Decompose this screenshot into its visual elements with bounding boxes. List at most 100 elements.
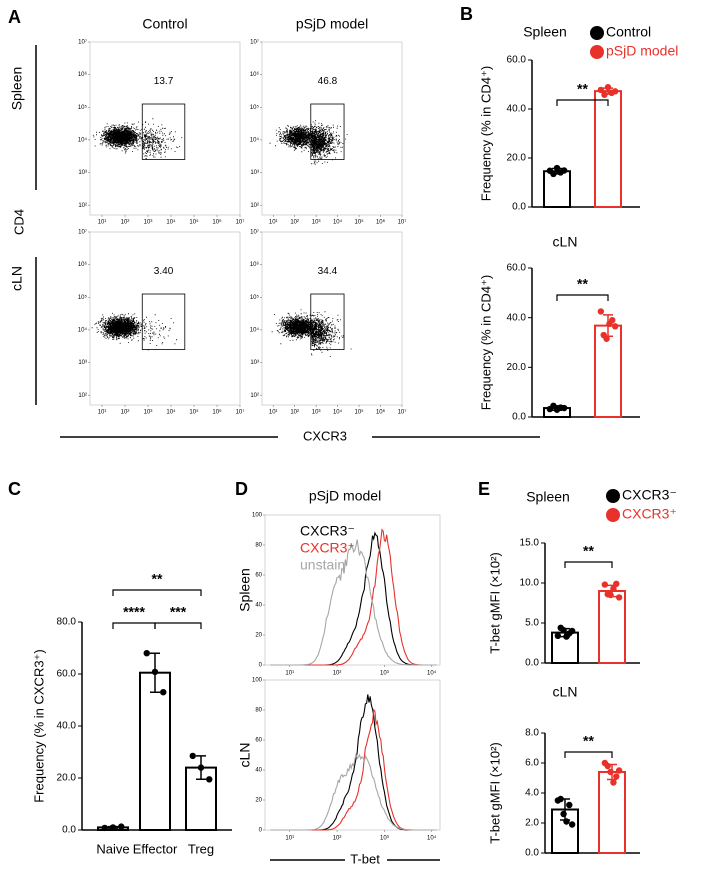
significance-label: ** — [152, 571, 163, 587]
histogram-curve — [270, 752, 437, 831]
x-tick-label: 10⁷ — [398, 409, 407, 416]
data-point — [603, 335, 610, 342]
row-label: cLN — [9, 266, 25, 291]
legend-marker — [606, 508, 620, 522]
y-tick-label: 20.0 — [507, 153, 527, 164]
x-axis-label: T-bet — [350, 851, 380, 866]
y-tick-label: 0.0 — [525, 848, 539, 859]
gate-value: 34.4 — [318, 266, 338, 277]
plot-frame — [89, 41, 241, 216]
legend-marker — [590, 45, 604, 59]
y-tick-label: 10² — [250, 393, 259, 399]
data-point — [568, 821, 576, 828]
legend-label: CXCR3⁺ — [622, 506, 677, 522]
y-tick-label: 60.0 — [507, 263, 527, 274]
y-tick-label: 10³ — [78, 170, 87, 176]
x-tick-label: 10¹ — [285, 836, 294, 842]
y-axis-label: Frequency (% in CXCR3⁺) — [31, 649, 46, 803]
column-title: Control — [142, 16, 187, 32]
histogram-curve — [270, 694, 437, 831]
x-tick-label: 10¹ — [285, 671, 294, 677]
legend-marker — [590, 26, 604, 40]
x-tick-label: 10⁷ — [236, 409, 245, 416]
gate — [310, 103, 345, 160]
y-tick-label: 15.0 — [520, 538, 540, 549]
x-tick-label: 10⁵ — [189, 219, 199, 226]
data-point — [607, 591, 614, 599]
y-tick-label: 6.0 — [525, 758, 539, 769]
data-point — [560, 167, 568, 174]
x-tick-label: 10³ — [380, 836, 389, 842]
y-tick-label: 10⁵ — [250, 104, 260, 111]
y-tick-label: 80 — [255, 543, 262, 549]
x-tick-label: 10¹ — [98, 410, 107, 416]
y-tick-label: 10² — [78, 393, 87, 399]
event-cloud — [91, 312, 177, 351]
data-point — [615, 767, 623, 774]
legend-marker — [606, 489, 620, 503]
y-tick-label: 80.0 — [57, 617, 77, 628]
data-point — [550, 170, 557, 178]
y-tick-label: 10.0 — [520, 578, 540, 589]
y-tick-label: 0 — [259, 828, 263, 834]
data-point — [560, 627, 567, 634]
y-tick-label: 10⁵ — [78, 294, 88, 301]
y-tick-label: 40.0 — [507, 104, 527, 115]
y-tick-label: 8.0 — [525, 728, 539, 739]
plot-frame — [264, 679, 441, 831]
y-tick-label: 20 — [255, 798, 262, 804]
panel-label: C — [8, 479, 21, 499]
y-tick-label: 4.0 — [525, 788, 539, 799]
data-point — [611, 323, 619, 330]
y-tick-label: 10⁴ — [78, 136, 88, 143]
data-point — [609, 316, 616, 324]
legend-label: Control — [606, 24, 651, 40]
y-axis-label: CD4 — [11, 209, 26, 235]
panel-label: D — [235, 479, 248, 499]
data-point — [563, 818, 570, 825]
y-tick-label: 40.0 — [57, 721, 77, 732]
significance-label: *** — [170, 604, 187, 620]
data-point — [601, 91, 608, 98]
data-point — [604, 762, 611, 770]
gate — [141, 293, 186, 350]
data-point — [604, 83, 612, 91]
x-tick-label: 10¹ — [269, 410, 278, 416]
chart-title: Spleen — [526, 489, 570, 505]
y-tick-label: 40 — [255, 768, 262, 774]
significance-bracket — [556, 99, 609, 106]
y-tick-label: 60.0 — [507, 55, 527, 66]
x-tick-label: 10¹ — [98, 220, 107, 226]
y-tick-label: 5.0 — [525, 618, 539, 629]
x-tick-label: 10³ — [380, 671, 389, 677]
significance-bracket — [556, 294, 609, 301]
y-tick-label: 60 — [255, 573, 262, 579]
event-cloud — [269, 120, 348, 165]
data-point — [560, 404, 568, 412]
y-axis-label: T-bet gMFI (×10²) — [487, 742, 502, 844]
y-tick-label: 10² — [250, 203, 259, 209]
data-point — [613, 580, 620, 587]
y-tick-label: 10⁶ — [250, 71, 260, 78]
legend-label: CXCR3⁻ — [300, 523, 355, 539]
x-tick-label: 10² — [121, 410, 130, 416]
significance-bracket — [112, 622, 156, 629]
significance-bracket — [564, 751, 613, 758]
plot-frame — [89, 231, 241, 406]
y-tick-label: 40.0 — [507, 312, 527, 323]
y-tick-label: 0.0 — [512, 202, 526, 213]
data-point — [101, 824, 108, 832]
x-tick-label: 10³ — [312, 410, 321, 416]
y-tick-label: 60 — [255, 738, 262, 744]
legend-label: CXCR3⁺ — [300, 540, 355, 556]
event-cloud — [271, 309, 352, 357]
row-label: Spleen — [9, 67, 25, 111]
y-tick-label: 10³ — [250, 360, 259, 366]
chart-title: Spleen — [523, 24, 567, 40]
data-point — [601, 581, 609, 588]
x-tick-label: 10⁵ — [354, 219, 364, 226]
y-tick-label: 20.0 — [57, 773, 77, 784]
data-point — [151, 668, 159, 676]
x-tick-label: 10² — [290, 220, 299, 226]
